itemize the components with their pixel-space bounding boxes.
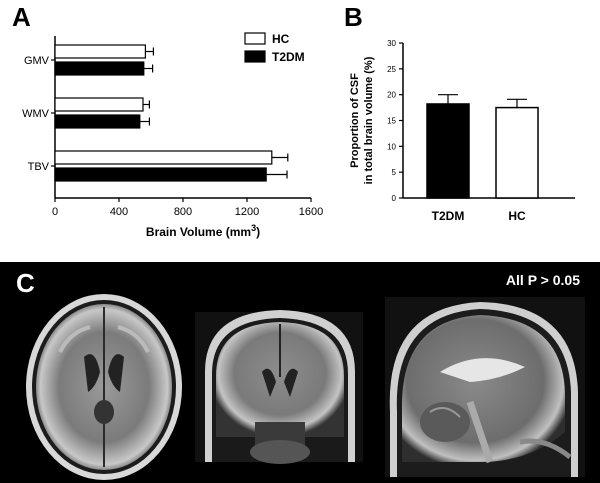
y-tick-label: 0 xyxy=(392,194,397,203)
bar-hc-tbv xyxy=(54,150,273,165)
sagittal-brain-mri xyxy=(385,297,585,477)
bar-hc-gmv xyxy=(54,44,147,59)
legend-label-hc: HC xyxy=(272,32,290,46)
axial-brain-mri xyxy=(26,294,182,480)
y-tick-label: 30 xyxy=(387,39,396,48)
x-tick-label: HC xyxy=(508,209,526,223)
y-axis-label-line2: in total brain volume (%) xyxy=(363,56,375,184)
y-tick-label: 20 xyxy=(387,91,396,100)
y-tick-label: 25 xyxy=(387,65,396,74)
bar-t2dm xyxy=(426,103,470,199)
coronal-brain-mri xyxy=(195,310,363,464)
p-value-note: All P > 0.05 xyxy=(505,272,580,288)
y-tick-label: 10 xyxy=(387,142,396,151)
x-tick-label: 1200 xyxy=(235,206,259,218)
x-axis-label: Brain Volume (mm3) xyxy=(146,223,260,239)
panel-b-letter: B xyxy=(344,2,363,32)
panel-c-letter: C xyxy=(16,268,35,298)
legend-swatch-hc xyxy=(244,32,266,45)
legend-label-t2dm: T2DM xyxy=(272,50,305,64)
panel-a-letter: A xyxy=(12,2,31,32)
chart-b-csf-proportion: 0 5 10 15 20 25 30 Proportion of CSF in total br… xyxy=(349,39,575,223)
y-tick-label: 5 xyxy=(392,168,397,177)
y-tick-label: 15 xyxy=(387,117,396,126)
bar-hc xyxy=(495,106,539,199)
y-tick-label: GMV xyxy=(24,55,50,67)
x-tick-label: 400 xyxy=(110,206,128,218)
x-tick-label: T2DM xyxy=(432,209,465,223)
x-tick-label: 1600 xyxy=(299,206,323,218)
bar-t2dm-gmv xyxy=(54,61,145,76)
x-tick-label: 800 xyxy=(174,206,192,218)
bar-hc-wmv xyxy=(54,97,144,112)
x-tick-label: 0 xyxy=(52,206,58,218)
legend-swatch-t2dm xyxy=(244,50,266,63)
mri-panel: C All P > 0.05 xyxy=(0,262,600,483)
bar-t2dm-tbv xyxy=(54,167,267,182)
y-tick-label: TBV xyxy=(28,161,50,173)
mri-images xyxy=(26,294,585,480)
bar-t2dm-wmv xyxy=(54,114,141,129)
chart-a-brain-volume: 0 400 800 1200 1600 Brain Volume (mm3) GMV WMV T… xyxy=(22,32,323,239)
y-axis-label-line1: Proportion of CSF xyxy=(349,73,361,168)
y-tick-label: WMV xyxy=(22,108,50,120)
